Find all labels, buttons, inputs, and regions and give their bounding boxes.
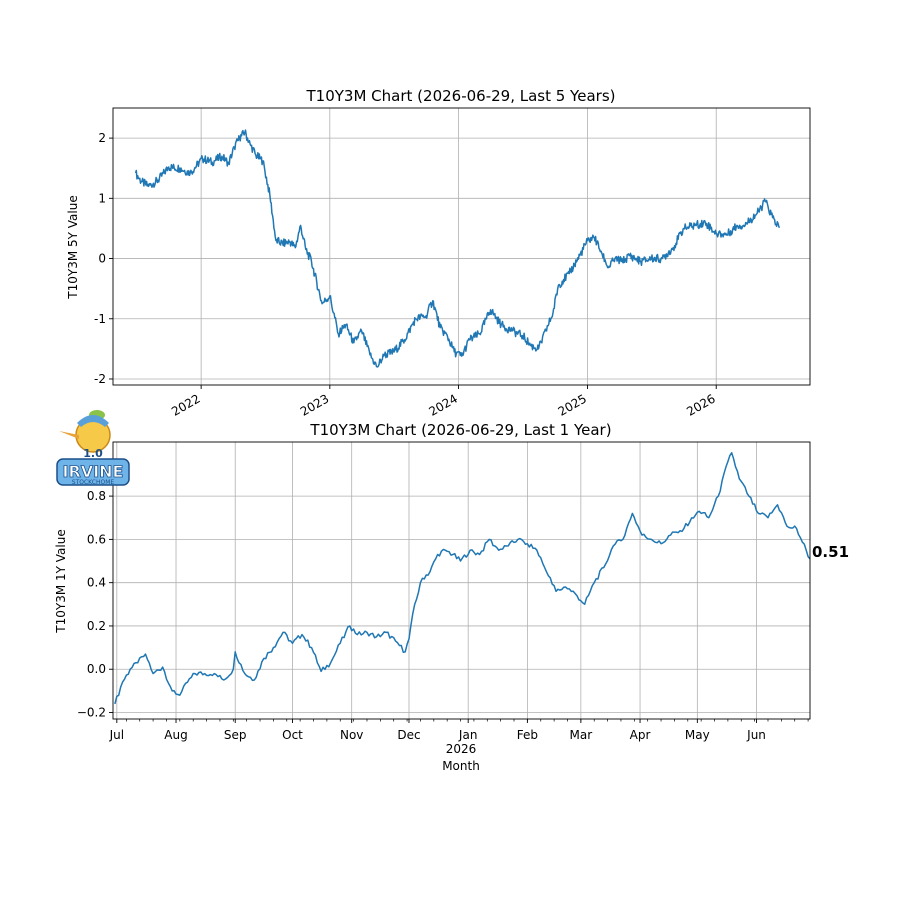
mascot-nose-icon (59, 431, 79, 439)
y-tick-label: 0.2 (87, 619, 106, 633)
x-tick-label: May (685, 728, 710, 742)
chart-1y-year-label: 2026 (446, 742, 477, 756)
chart-5y-title: T10Y3M Chart (2026-06-29, Last 5 Years) (306, 87, 616, 105)
mascot-hat-icon (77, 415, 109, 427)
x-tick-label: 2024 (427, 391, 460, 418)
y-tick-label: 0 (98, 252, 106, 266)
y-tick-label: 0.4 (87, 576, 106, 590)
y-tick-label: 0.0 (87, 662, 106, 676)
chart-5y: T10Y3M Chart (2026-06-29, Last 5 Years) … (66, 87, 811, 419)
x-tick-label: Jul (109, 728, 124, 742)
x-tick-label: Apr (630, 728, 651, 742)
x-tick-label: Feb (517, 728, 538, 742)
chart-5y-ylabel: T10Y3M 5Y Value (66, 195, 80, 299)
chart-1y-series-line (114, 452, 811, 705)
x-tick-label: Aug (164, 728, 187, 742)
chart-5y-yticks: -2 -1 0 1 2 (94, 131, 113, 386)
y-tick-label: 0.6 (87, 532, 106, 546)
irvine-logo: 1.0 IRVINE STOCKCHOME (56, 410, 130, 486)
x-tick-label: 2025 (556, 391, 589, 418)
chart-1y-ylabel: T10Y3M 1Y Value (54, 529, 68, 633)
y-tick-label: −0.2 (77, 706, 106, 720)
chart-1y-xlabel: Month (442, 759, 480, 773)
x-tick-label: Nov (340, 728, 363, 742)
y-tick-label: 1 (98, 191, 106, 205)
y-tick-label: -1 (94, 312, 106, 326)
chart-5y-grid (113, 108, 810, 385)
x-tick-label: 2026 (684, 391, 717, 418)
chart-1y-yticks: −0.2 0.0 0.2 0.4 0.6 0.8 (77, 489, 113, 720)
x-tick-label: Jun (746, 728, 766, 742)
x-tick-label: 2023 (298, 391, 331, 418)
y-tick-label: 2 (98, 131, 106, 145)
logo-badge: 1.0 (83, 447, 103, 460)
chart-1y-frame (112, 441, 811, 720)
chart-1y-grid (113, 442, 810, 719)
chart-1y-xticks: Jul Aug Sep Oct Nov Dec Jan Feb Mar Apr May Jun (109, 719, 809, 742)
y-tick-label: 0.8 (87, 489, 106, 503)
logo-sub: STOCKCHOME (72, 479, 115, 486)
y-tick-label: -2 (94, 372, 106, 386)
x-tick-label: Oct (282, 728, 303, 742)
logo-name: IRVINE (63, 462, 124, 481)
x-tick-label: Jan (458, 728, 478, 742)
chart-1y-title: T10Y3M Chart (2026-06-29, Last 1 Year) (309, 421, 611, 439)
x-tick-label: 2022 (169, 391, 202, 418)
x-tick-label: Mar (570, 728, 593, 742)
chart-5y-frame (112, 107, 811, 386)
x-tick-label: Dec (397, 728, 420, 742)
chart-1y-last-value: 0.51 (812, 543, 849, 561)
logo-plate (56, 458, 130, 486)
x-tick-label: Sep (224, 728, 247, 742)
chart-1y: T10Y3M Chart (2026-06-29, Last 1 Year) T… (54, 421, 849, 773)
chart-5y-series-line (134, 129, 781, 368)
chart-5y-xticks: 2022 2023 2024 2025 2026 (169, 385, 718, 419)
